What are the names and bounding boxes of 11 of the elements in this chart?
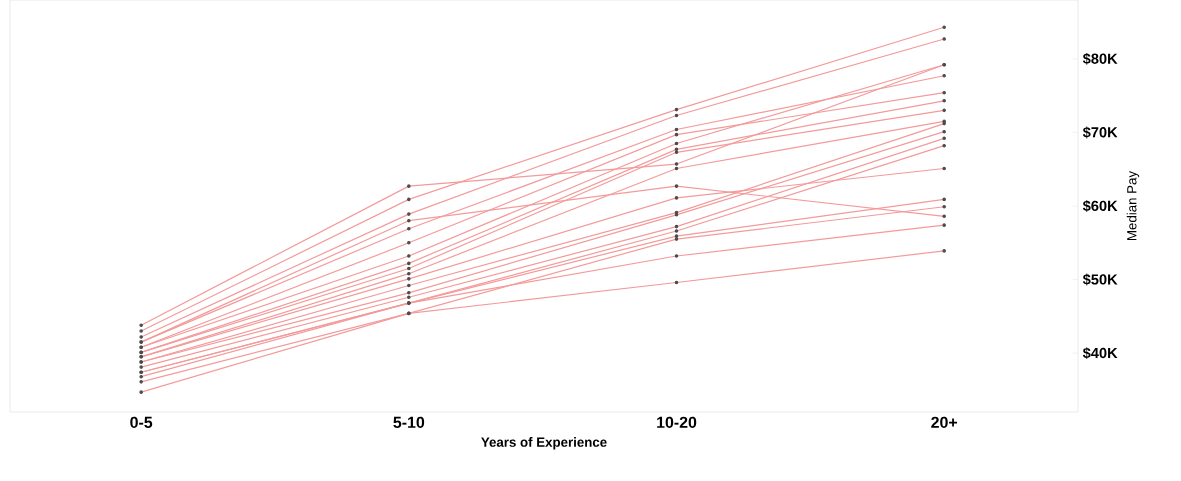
y-tick-label: $70K (1082, 126, 1118, 139)
x-tick-label: 0-5 (130, 416, 153, 428)
y-tick-label: $60K (1082, 200, 1118, 212)
y-axis-title: Median Pay (1126, 170, 1140, 240)
y-tick-label: $40K (1082, 347, 1118, 360)
y-tick-label: $80K (1082, 52, 1118, 65)
x-axis-title: Years of Experience (481, 437, 607, 450)
x-tick-label: 10-20 (657, 416, 697, 428)
y-tick-label: $50K (1082, 273, 1118, 286)
x-tick-label: 5-10 (393, 416, 425, 428)
x-tick-label: 20+ (931, 416, 958, 428)
